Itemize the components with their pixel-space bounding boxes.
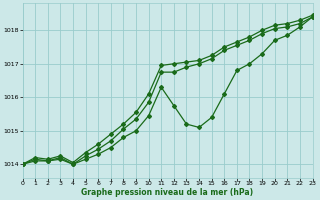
X-axis label: Graphe pression niveau de la mer (hPa): Graphe pression niveau de la mer (hPa) — [82, 188, 254, 197]
